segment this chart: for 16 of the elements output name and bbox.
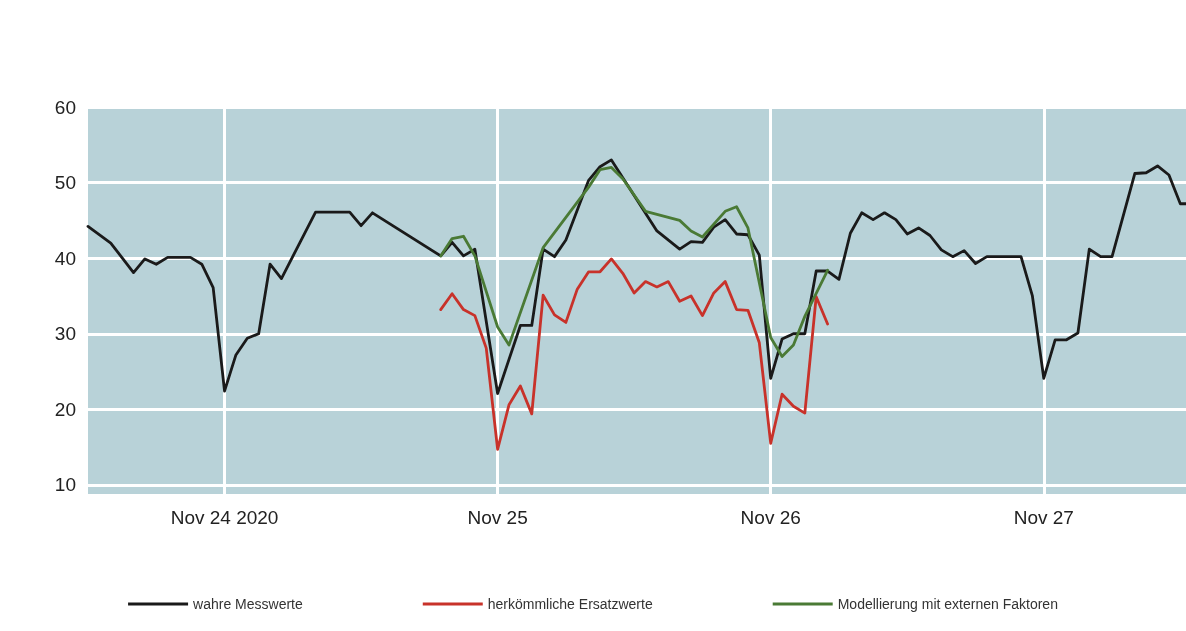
x-tick-label: Nov 27 bbox=[1013, 507, 1074, 528]
y-tick-label: 10 bbox=[54, 474, 76, 496]
y-tick-label: 40 bbox=[54, 247, 76, 269]
x-tick-label: Nov 24 2020 bbox=[170, 507, 279, 528]
legend-label: herkömmliche Ersatzwerte bbox=[487, 596, 653, 612]
line-series bbox=[86, 158, 1186, 395]
y-tick-label: 50 bbox=[54, 172, 76, 194]
y-tick-label: 30 bbox=[54, 323, 76, 345]
y-tick-label: 20 bbox=[54, 398, 76, 420]
y-tick-label: 60 bbox=[54, 96, 76, 118]
legend-label: Modellierung mit externen Faktoren bbox=[837, 596, 1058, 612]
line-series bbox=[439, 166, 829, 358]
x-tick-label: Nov 25 bbox=[467, 507, 528, 528]
legend-label: wahre Messwerte bbox=[192, 596, 303, 612]
line-series bbox=[439, 257, 829, 451]
x-tick-label: Nov 26 bbox=[740, 507, 801, 528]
